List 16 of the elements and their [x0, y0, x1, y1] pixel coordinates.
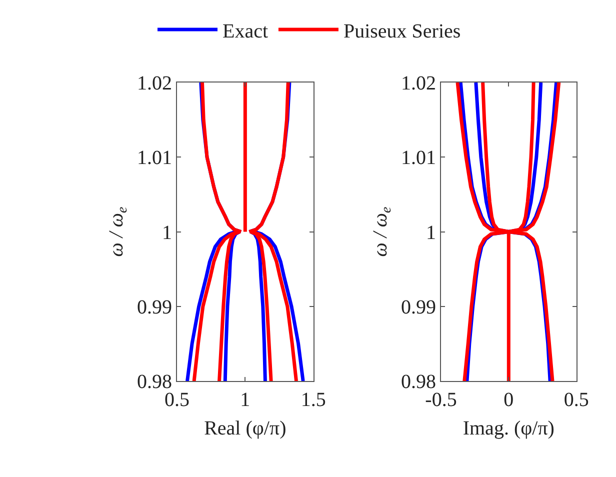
y-tick-label: 1 — [162, 222, 172, 244]
y-tick-label: 0.99 — [137, 296, 172, 318]
legend-label: Puiseux Series — [343, 20, 461, 42]
x-tick-label: 1.5 — [300, 389, 326, 412]
y-tick-label: 0.99 — [401, 296, 436, 318]
y-tick-label: 1.02 — [137, 72, 172, 94]
x-tick-label: 0.5 — [564, 389, 589, 412]
y-tick-label: 1.01 — [401, 147, 436, 170]
x-axis-title: Real (φ/π) — [204, 418, 286, 440]
legend-label: Exact — [222, 20, 268, 42]
y-tick-label: 1 — [426, 222, 436, 244]
y-tick-label: 1.02 — [401, 72, 436, 94]
x-tick-label: 1 — [240, 389, 250, 412]
x-axis-title: Imag. (φ/π) — [462, 418, 554, 440]
y-tick-label: 1.01 — [137, 147, 172, 170]
x-tick-label: 0 — [504, 389, 514, 412]
